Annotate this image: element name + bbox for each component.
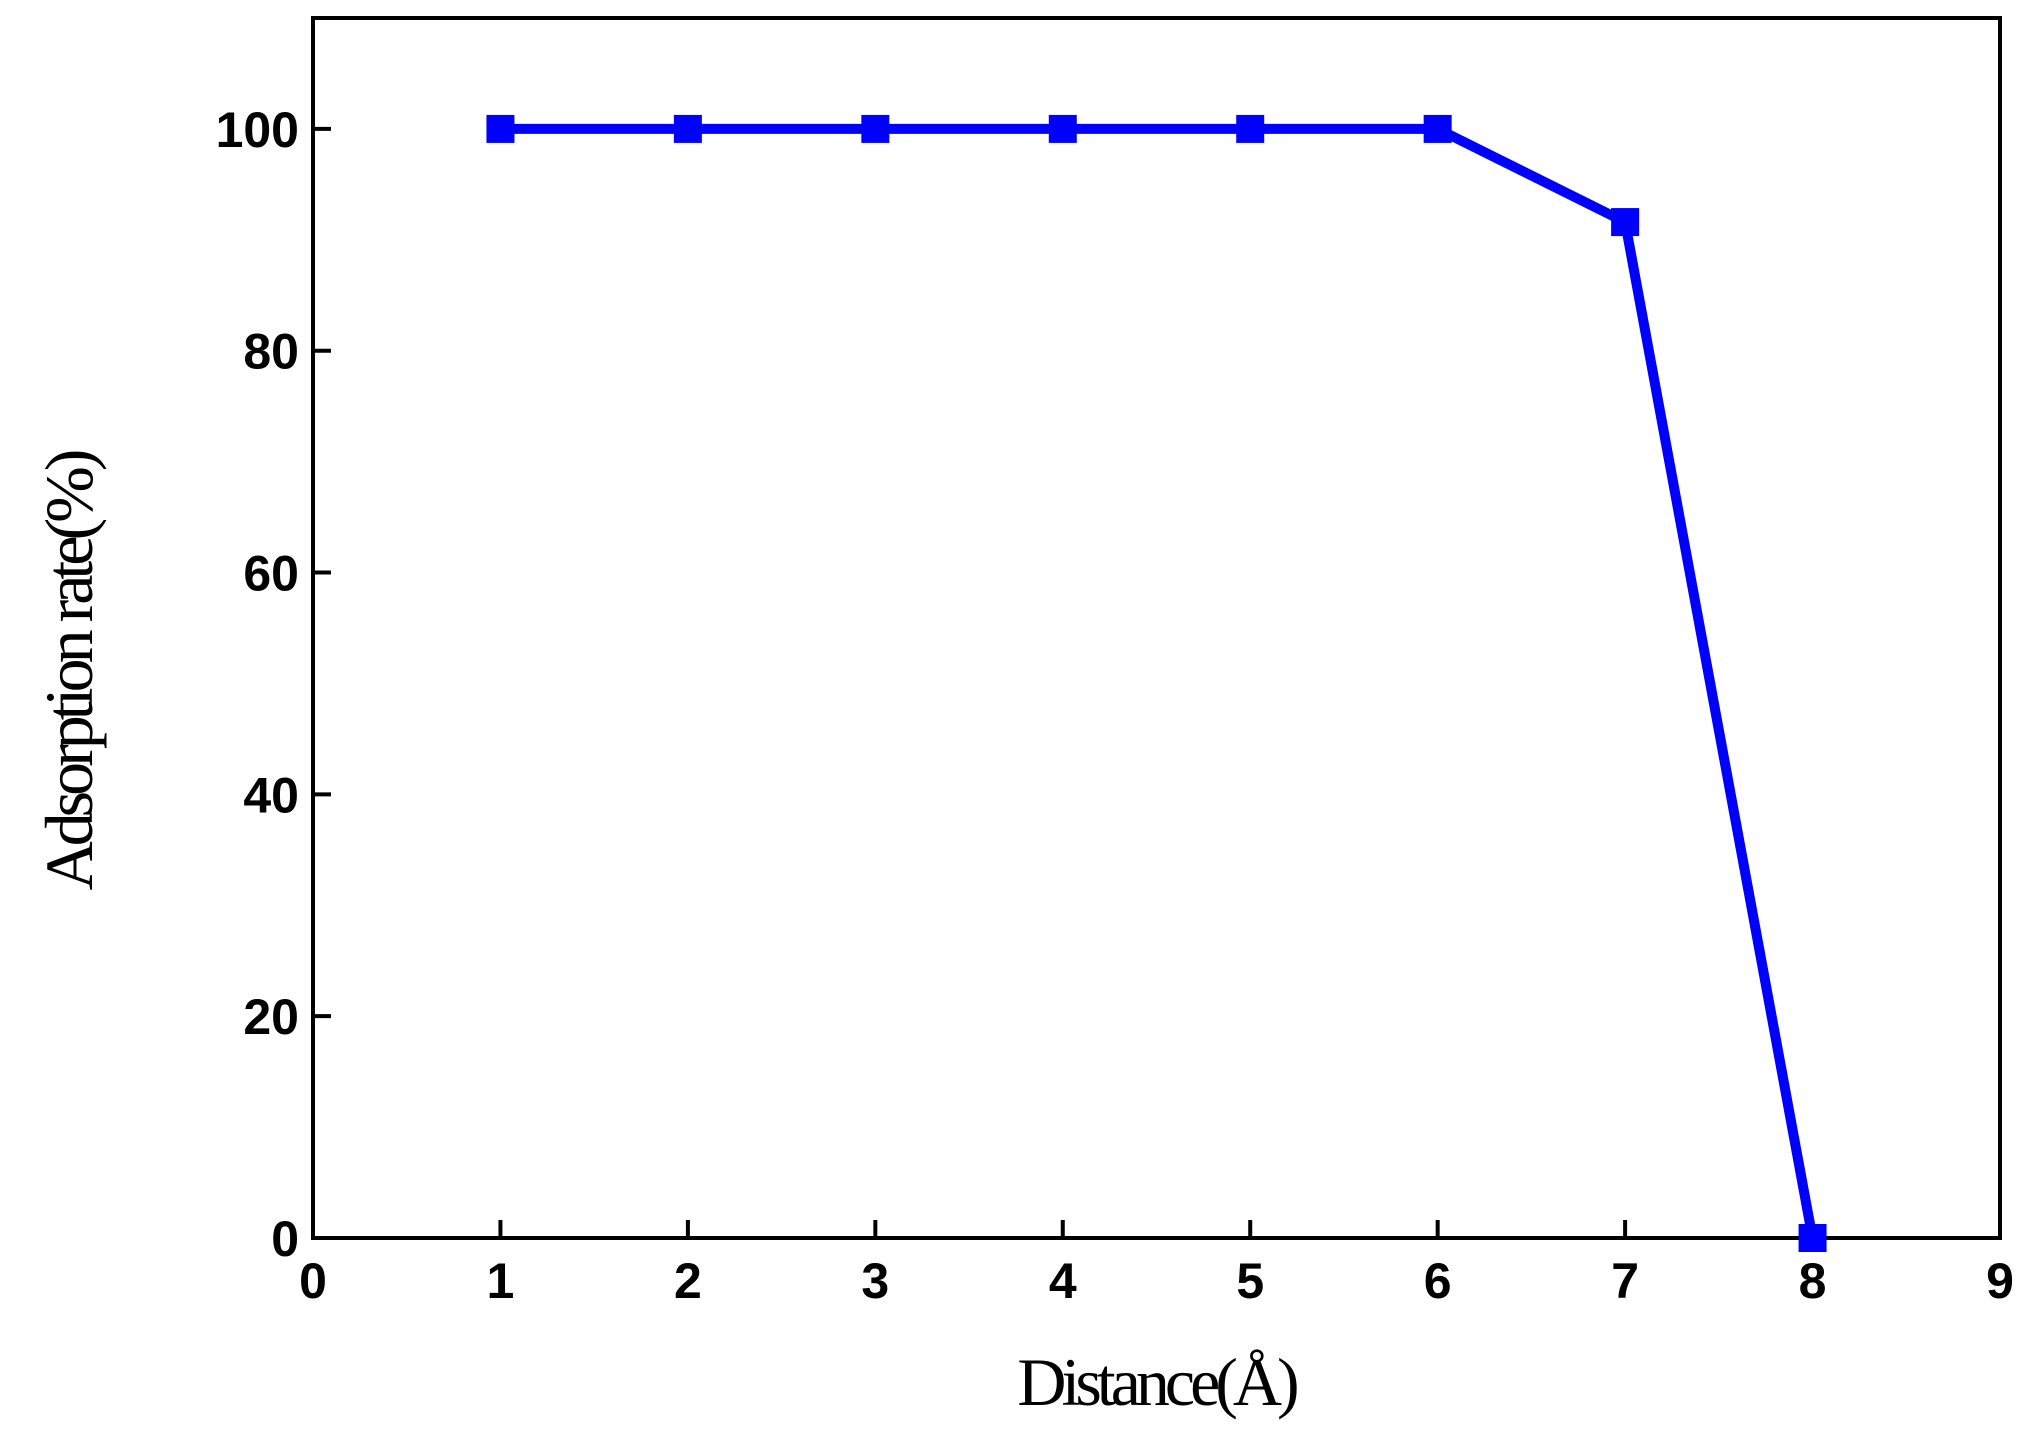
- x-tick-label: 1: [487, 1253, 515, 1309]
- x-tick-label: 3: [861, 1253, 889, 1309]
- y-tick-label: 40: [243, 767, 299, 823]
- x-tick-label: 4: [1049, 1253, 1077, 1309]
- x-tick-label: 5: [1236, 1253, 1264, 1309]
- data-point: [1423, 114, 1452, 143]
- x-tick-label: 6: [1424, 1253, 1452, 1309]
- data-point: [1798, 1224, 1827, 1252]
- data-point: [861, 114, 890, 143]
- y-tick-label: 100: [216, 102, 299, 158]
- data-point: [1236, 114, 1265, 143]
- y-axis-label: Adsorption rate(%): [31, 451, 107, 890]
- y-tick-label: 80: [243, 324, 299, 380]
- x-tick-label: 8: [1799, 1253, 1827, 1309]
- x-tick-label: 9: [1986, 1253, 2014, 1309]
- x-tick-label: 7: [1611, 1253, 1639, 1309]
- data-point: [1611, 208, 1640, 237]
- data-point: [673, 114, 702, 143]
- data-line: [500, 123, 1818, 1239]
- plot-frame: [311, 16, 2002, 1240]
- y-tick-label: 20: [243, 989, 299, 1045]
- data-point: [1048, 114, 1077, 143]
- y-tick-label: 0: [271, 1211, 299, 1267]
- data-point: [486, 114, 515, 143]
- x-axis-label: Distance(Å): [1017, 1344, 1297, 1420]
- x-tick-label: 2: [674, 1253, 702, 1309]
- y-tick-label: 60: [243, 546, 299, 602]
- x-tick-label: 0: [299, 1253, 327, 1309]
